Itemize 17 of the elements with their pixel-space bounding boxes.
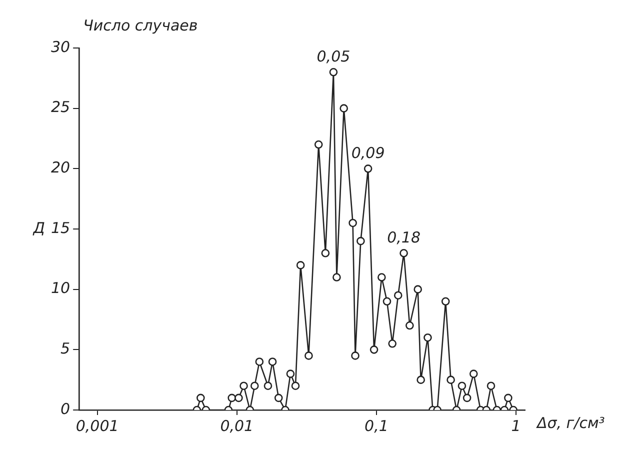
x-tick-label: 0,1 — [364, 416, 388, 435]
annotation: 0,05 — [316, 48, 350, 66]
annotation: 0,09 — [351, 144, 385, 162]
y-tick-label: 10 — [50, 279, 70, 298]
y-tick-label: 5 — [60, 340, 70, 358]
x-tick-label: 0,001 — [76, 416, 119, 435]
annotation: 0,18 — [387, 228, 420, 247]
x-tick-label: 1 — [511, 416, 521, 435]
x-axis-title: Δσ, г/см³ — [536, 414, 605, 432]
x-tick-label: 0,01 — [220, 416, 254, 435]
text: Д — [32, 218, 46, 237]
y-tick-label: 15 — [50, 218, 70, 237]
y-tick-label: 25 — [50, 98, 70, 116]
y-tick-label: 20 — [50, 158, 70, 177]
y-tick-label: 30 — [50, 38, 70, 56]
y-axis-title: Число случаев — [83, 16, 198, 34]
y-tick-label: 0 — [60, 400, 70, 418]
